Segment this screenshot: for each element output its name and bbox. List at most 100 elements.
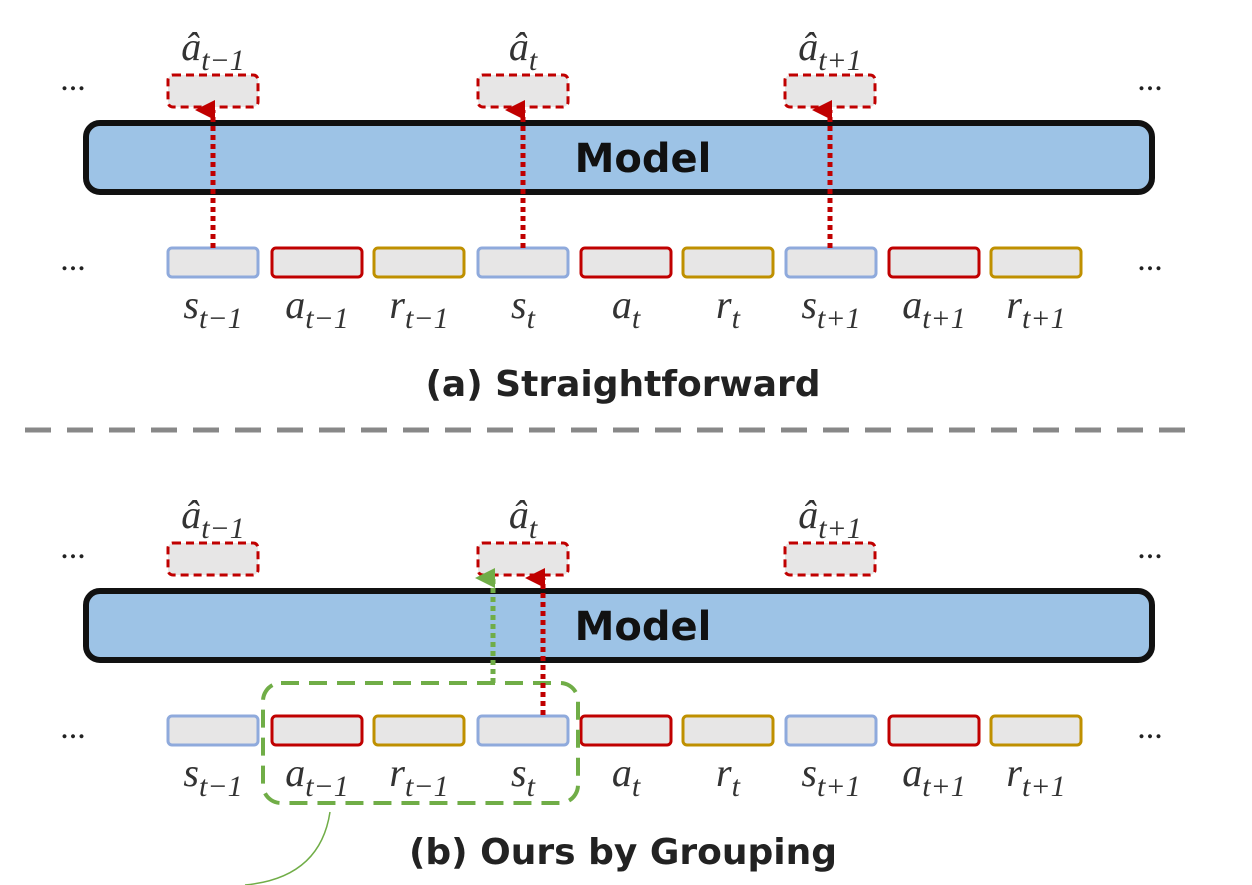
symbol: s (183, 282, 199, 327)
subscript: t−1 (199, 302, 243, 335)
symbol: s (801, 750, 817, 795)
subscript: t (732, 770, 741, 803)
subscript: t−1 (305, 770, 349, 803)
subscript: t+1 (818, 512, 862, 545)
subscript: t−1 (405, 302, 449, 335)
group-box (261, 681, 580, 805)
token-label: at (612, 282, 641, 335)
token-label: rt+1 (1006, 750, 1065, 803)
prediction-box (783, 73, 877, 109)
token-label: st (511, 282, 536, 335)
token-box (681, 714, 775, 747)
subscript: t−1 (405, 770, 449, 803)
prediction-label: ât+1 (798, 492, 862, 545)
token-label: st (511, 750, 536, 803)
symbol: â (509, 24, 529, 69)
token-box (784, 714, 878, 747)
model-box (83, 588, 1155, 663)
ellipsis: ... (1137, 61, 1163, 98)
token-box (166, 714, 260, 747)
prediction-label: ât (509, 24, 538, 77)
token-label: rt (716, 750, 741, 803)
token-box (579, 714, 673, 747)
symbol: r (389, 750, 405, 795)
token-label: rt (716, 282, 741, 335)
subscript: t+1 (1022, 770, 1066, 803)
subscript: t−1 (201, 44, 245, 77)
prediction-box (166, 73, 260, 109)
subscript: t+1 (817, 770, 861, 803)
token-label: rt+1 (1006, 282, 1065, 335)
subscript: t+1 (922, 302, 966, 335)
symbol: â (181, 492, 201, 537)
token-label: at−1 (285, 750, 349, 803)
token-box (784, 246, 878, 279)
ellipsis: ... (60, 529, 86, 566)
token-box (372, 714, 466, 747)
prediction-label: ât−1 (181, 492, 245, 545)
token-box (579, 246, 673, 279)
prediction-box (166, 541, 260, 577)
token-box (887, 246, 981, 279)
subscript: t (527, 770, 536, 803)
token-box (270, 246, 364, 279)
prediction-label: ât−1 (181, 24, 245, 77)
token-label: st−1 (183, 282, 242, 335)
symbol: r (716, 750, 732, 795)
ellipsis: ... (1137, 241, 1163, 278)
prediction-box (783, 541, 877, 577)
subscript: t−1 (305, 302, 349, 335)
symbol: â (798, 492, 818, 537)
symbol: â (798, 24, 818, 69)
symbol: â (181, 24, 201, 69)
symbol: r (716, 282, 732, 327)
symbol: s (511, 750, 527, 795)
subscript: t+1 (1022, 302, 1066, 335)
subscript: t−1 (199, 770, 243, 803)
model-label: Model (575, 604, 712, 650)
prediction-label: ât (509, 492, 538, 545)
token-label: at−1 (285, 282, 349, 335)
symbol: a (902, 750, 922, 795)
symbol: r (1006, 750, 1022, 795)
subscript: t+1 (817, 302, 861, 335)
ellipsis: ... (1137, 709, 1163, 746)
subscript: t (732, 302, 741, 335)
token-label: rt−1 (389, 750, 448, 803)
token-label: at+1 (902, 282, 966, 335)
symbol: r (389, 282, 405, 327)
token-box (476, 714, 570, 747)
token-label: st−1 (183, 750, 242, 803)
token-box (887, 714, 981, 747)
ellipsis: ... (60, 241, 86, 278)
symbol: a (285, 282, 305, 327)
model-box (83, 120, 1155, 195)
token-label: at+1 (902, 750, 966, 803)
token-label: rt−1 (389, 282, 448, 335)
symbol: a (285, 750, 305, 795)
prediction-box (476, 73, 570, 109)
subscript: t (527, 302, 536, 335)
symbol: r (1006, 282, 1022, 327)
token-label: at (612, 750, 641, 803)
token-box (476, 246, 570, 279)
token-label: st+1 (801, 282, 860, 335)
ellipsis: ... (60, 61, 86, 98)
symbol: a (612, 750, 632, 795)
ellipsis: ... (1137, 529, 1163, 566)
prediction-box (476, 541, 570, 577)
caption: (b) Ours by Grouping (409, 832, 837, 873)
subscript: t (529, 512, 538, 545)
subscript: t (529, 44, 538, 77)
symbol: a (612, 282, 632, 327)
subscript: t (632, 770, 641, 803)
subscript: t−1 (201, 512, 245, 545)
token-box (681, 246, 775, 279)
subscript: t (632, 302, 641, 335)
token-box (270, 714, 364, 747)
token-box (166, 246, 260, 279)
prediction-label: ât+1 (798, 24, 862, 77)
caption: (a) Straightforward (425, 364, 820, 405)
symbol: â (509, 492, 529, 537)
